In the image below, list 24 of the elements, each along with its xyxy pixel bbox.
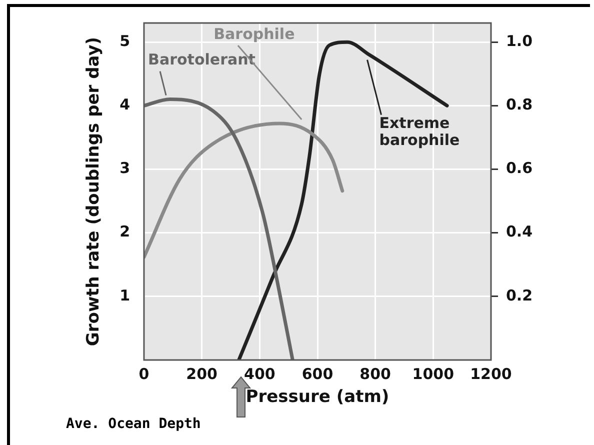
line-series bbox=[144, 122, 344, 259]
x-tick-label: 1000 bbox=[412, 364, 454, 383]
y-tick-label: 4 bbox=[120, 96, 130, 114]
y2-tick-label: 0.8 bbox=[506, 96, 533, 114]
y-tick-label: 2 bbox=[120, 222, 130, 241]
y2-tick-label: 0.2 bbox=[506, 286, 533, 304]
x-tick-label: 400 bbox=[244, 364, 276, 383]
x-tick-label: 800 bbox=[360, 364, 391, 383]
y-axis-title: Growth rate (doublings per day) bbox=[84, 36, 104, 346]
x-tick-label: 200 bbox=[186, 364, 218, 383]
x-tick-label: 0 bbox=[138, 364, 150, 383]
series-label: Extreme barophile bbox=[379, 114, 460, 150]
y2-tick-label: 0.6 bbox=[506, 159, 533, 178]
text: Barophile bbox=[214, 24, 295, 43]
y-tick-label: 1 bbox=[120, 286, 130, 304]
x-tick-label: 1200 bbox=[470, 364, 512, 383]
y-tick-label: 3 bbox=[120, 159, 130, 178]
y2-tick-label: 0.4 bbox=[506, 222, 533, 241]
y-tick-label: 5 bbox=[120, 32, 130, 50]
line-series bbox=[144, 98, 294, 360]
text: Ave. Ocean Depth bbox=[66, 416, 201, 432]
x-tick-label: 600 bbox=[302, 364, 334, 383]
y2-tick-label: 1.0 bbox=[506, 32, 533, 50]
x-axis-title: Pressure (atm) bbox=[246, 387, 390, 408]
